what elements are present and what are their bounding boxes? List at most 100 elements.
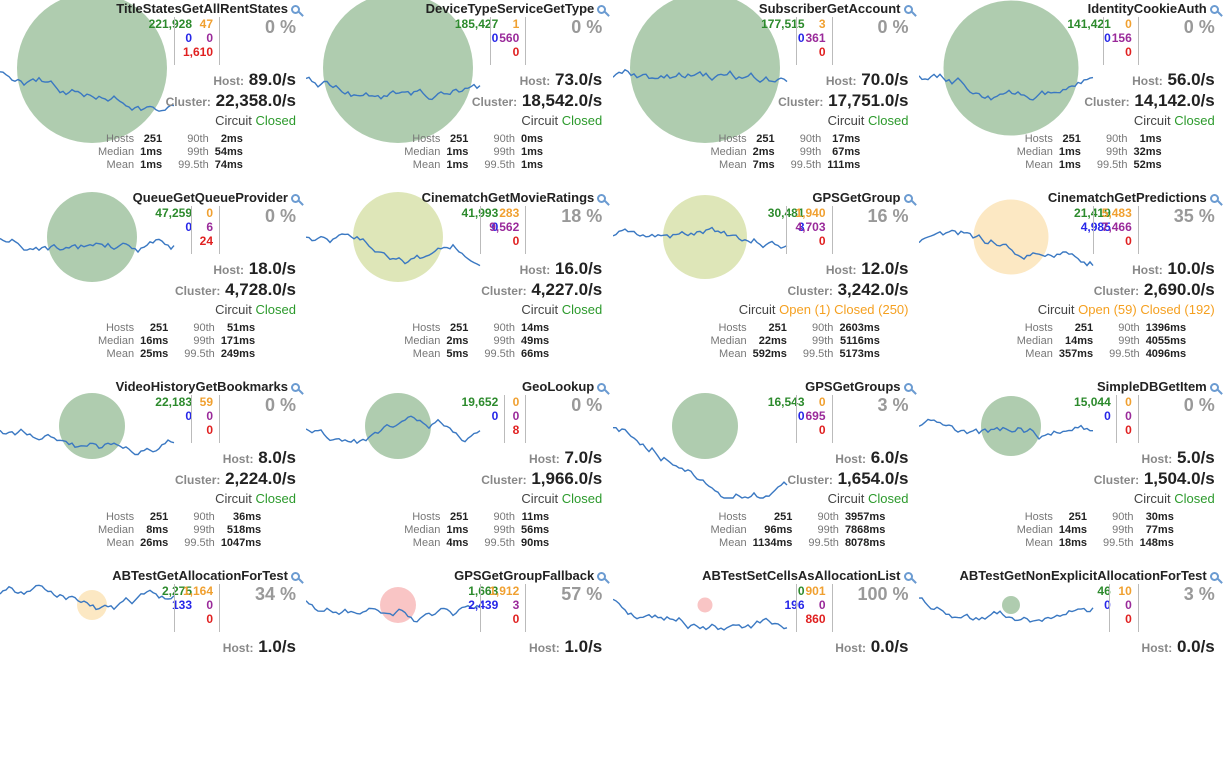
success-counts: 22,183 0 bbox=[155, 395, 192, 423]
p90v-text: 14ms bbox=[520, 322, 550, 334]
rejected-count: 0 bbox=[1125, 598, 1132, 612]
circuit-card[interactable]: ABTestGetNonExplicitAllocationForTest 46… bbox=[918, 567, 1225, 757]
mean-text: 26ms bbox=[140, 537, 169, 549]
circuit-card[interactable]: QueueGetQueueProvider 47,259 0 0 6 24 0 … bbox=[0, 189, 306, 379]
p995-text: 99.5th bbox=[184, 537, 215, 549]
circuit-card[interactable]: ABTestGetAllocationForTest 2,275 133 1,1… bbox=[0, 567, 306, 757]
cluster-text: 22,358.0/s bbox=[215, 91, 296, 110]
circuit-card[interactable]: IdentityCookieAuth 141,421 0 0 156 0 0 %… bbox=[918, 0, 1225, 190]
magnifier-icon[interactable] bbox=[903, 572, 913, 581]
success-counts: 0 196 bbox=[784, 584, 804, 612]
success-count: 47,259 bbox=[155, 206, 192, 220]
circuit-card[interactable]: GPSGetGroups 16,543 0 0 695 0 3 % Host: … bbox=[612, 378, 919, 568]
short-circuited-count: 0 bbox=[797, 31, 805, 45]
p99-text: 1ms bbox=[520, 146, 543, 158]
magnifier-icon[interactable] bbox=[291, 194, 300, 203]
magnifier-icon[interactable] bbox=[597, 572, 607, 581]
error-counts: 1 560 0 bbox=[490, 17, 527, 65]
p90v-text: 1ms bbox=[1139, 133, 1162, 145]
circuit-sparkline bbox=[918, 596, 1094, 623]
magnifier-icon[interactable] bbox=[597, 194, 607, 203]
cluster-text: 2,224.0/s bbox=[225, 469, 296, 488]
magnifier-icon[interactable] bbox=[597, 383, 607, 392]
circuit-card[interactable]: SimpleDBGetItem 15,044 0 0 0 0 0 % Host:… bbox=[918, 378, 1225, 568]
p90-text: 90th bbox=[1106, 133, 1128, 145]
circuit-card[interactable]: CinematchGetPredictions 21,419 4,985 5,4… bbox=[918, 189, 1225, 379]
volume-circle bbox=[662, 195, 747, 279]
success-counts: 41,993 0 bbox=[462, 206, 499, 234]
latency-stats: Hosts 251 90th 51ms Median 16ms 99th 171ms Mea… bbox=[92, 322, 255, 361]
timeout-count: 1,940 bbox=[795, 206, 826, 220]
p99-text: 77ms bbox=[1145, 524, 1174, 536]
p99-text: 518ms bbox=[226, 524, 262, 536]
failure-count: 0 bbox=[1125, 423, 1132, 437]
magnifier-icon[interactable] bbox=[903, 194, 913, 203]
p99-text: 99th bbox=[799, 146, 822, 158]
p90-text: 90th bbox=[799, 133, 822, 145]
success-counts: 221,928 0 bbox=[149, 17, 192, 45]
title-text: ABTestGetAllocationForTest bbox=[112, 568, 288, 583]
circuit-title: SimpleDBGetItem bbox=[1097, 379, 1219, 394]
circuit-card[interactable]: GPSGetGroup 30,481 3 1,940 4,703 0 16 % … bbox=[612, 189, 919, 379]
cluster-rate: Cluster: 1,654.0/s bbox=[788, 469, 909, 489]
magnifier-icon[interactable] bbox=[903, 383, 913, 392]
cluster-rate: Cluster: 2,224.0/s bbox=[175, 469, 296, 489]
p90-text: 90th bbox=[493, 322, 515, 334]
p99-text: 99th bbox=[817, 524, 839, 536]
circuit-label-text: Circuit bbox=[827, 491, 865, 506]
volume-circle bbox=[697, 597, 712, 613]
latency-stats: Hosts 251 90th 2603ms Median 22ms 99th 5116ms … bbox=[705, 322, 880, 361]
cluster-text: 4,227.0/s bbox=[531, 280, 603, 299]
cluster-text: Cluster: bbox=[1084, 95, 1130, 109]
magnifier-icon[interactable] bbox=[291, 5, 300, 14]
circuit-sparkline bbox=[918, 199, 1094, 275]
mean-text: Mean bbox=[719, 537, 747, 549]
p90v-text: 0ms bbox=[520, 133, 543, 145]
success-counts: 47,259 0 bbox=[155, 206, 192, 234]
mean-text: Mean bbox=[1025, 537, 1053, 549]
failure-count: 0 bbox=[818, 234, 826, 248]
circuit-card[interactable]: CinematchGetMovieRatings 41,993 0 283 9,… bbox=[306, 189, 612, 379]
failure-count: 0 bbox=[818, 423, 826, 437]
error-counts: 10 0 0 bbox=[1109, 584, 1139, 632]
rate-sparkline bbox=[306, 415, 481, 445]
circuit-card[interactable]: VideoHistoryGetBookmarks 22,183 0 59 0 0… bbox=[0, 378, 306, 568]
host-rate: Host: 70.0/s bbox=[826, 70, 909, 90]
success-count: 15,044 bbox=[1074, 395, 1111, 409]
magnifier-icon[interactable] bbox=[291, 572, 300, 581]
median-text: Median bbox=[98, 146, 135, 158]
magnifier-icon[interactable] bbox=[1209, 383, 1219, 392]
latency-stats: Hosts 251 90th 1ms Median 1ms 99th 32ms Mean 1m… bbox=[1011, 133, 1162, 172]
circuit-title: CinematchGetPredictions bbox=[1048, 190, 1219, 205]
circuit-card[interactable]: GPSGetGroupFallback 1,663 2,439 1,912 3 … bbox=[306, 567, 612, 757]
rate-sparkline bbox=[612, 68, 787, 83]
error-percentage: 3 % bbox=[1183, 584, 1215, 604]
magnifier-icon[interactable] bbox=[1209, 5, 1219, 14]
timeout-count: 1 bbox=[512, 17, 520, 31]
circuit-card[interactable]: ABTestSetCellsAsAllocationList 0 196 901… bbox=[612, 567, 919, 757]
p90-text: 90th bbox=[187, 133, 209, 145]
error-percentage: 18 % bbox=[561, 206, 603, 226]
failure-count: 0 bbox=[512, 45, 520, 59]
circuit-card[interactable]: SubscriberGetAccount 177,515 0 3 361 0 0… bbox=[612, 0, 919, 190]
magnifier-icon[interactable] bbox=[1209, 572, 1219, 581]
timeout-count: 1,164 bbox=[182, 584, 213, 598]
mean-text: Mean bbox=[412, 348, 441, 360]
cluster-rate: Cluster: 4,728.0/s bbox=[175, 280, 296, 300]
latency-stats: Hosts 251 90th 36ms Median 8ms 99th 518ms Mean… bbox=[92, 511, 261, 550]
error-percentage: 0 % bbox=[877, 17, 909, 37]
rate-sparkline bbox=[0, 584, 175, 611]
hosts-text: Hosts bbox=[105, 511, 135, 523]
circuit-card[interactable]: TitleStatesGetAllRentStates 221,928 0 47… bbox=[0, 0, 306, 190]
median-text: 1ms bbox=[140, 146, 163, 158]
timeout-count: 59 bbox=[199, 395, 213, 409]
circuit-card[interactable]: DeviceTypeServiceGetType 185,427 0 1 560… bbox=[306, 0, 612, 190]
magnifier-icon[interactable] bbox=[597, 5, 607, 14]
magnifier-icon[interactable] bbox=[1209, 194, 1219, 203]
circuit-card[interactable]: GeoLookup 19,652 0 0 0 8 0 % Host: 7.0/s… bbox=[306, 378, 612, 568]
magnifier-icon[interactable] bbox=[903, 5, 913, 14]
circuit-sparkline bbox=[918, 0, 1093, 136]
success-counts: 177,515 0 bbox=[761, 17, 804, 45]
magnifier-icon[interactable] bbox=[291, 383, 300, 392]
host-rate: Host: 0.0/s bbox=[1142, 637, 1215, 657]
